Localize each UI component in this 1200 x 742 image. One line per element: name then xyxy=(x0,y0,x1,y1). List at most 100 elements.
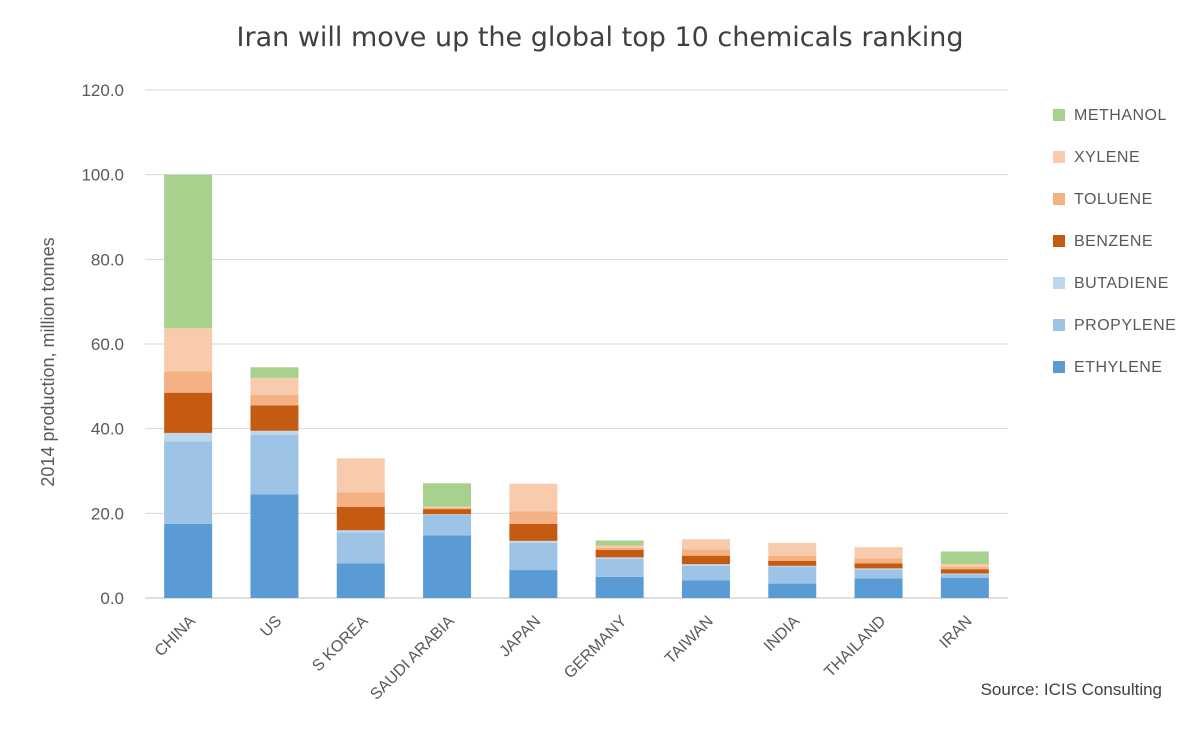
bar-segment xyxy=(250,405,299,431)
y-tick-label: 0.0 xyxy=(100,589,124,608)
bar-segment xyxy=(509,542,558,571)
bar-segment xyxy=(336,458,385,493)
bar-segment xyxy=(250,435,299,495)
bar-segment xyxy=(164,432,213,442)
x-tick-label: THAILAND xyxy=(821,613,889,681)
bar-segment xyxy=(940,551,989,565)
legend-swatch xyxy=(1053,319,1065,331)
bar-segment xyxy=(164,328,213,372)
y-tick-label: 100.0 xyxy=(81,166,124,185)
bar-segment xyxy=(940,566,989,570)
x-tick-label: JAPAN xyxy=(497,613,545,661)
x-tick-label: CHINA xyxy=(152,613,199,660)
bar-segment xyxy=(164,371,213,393)
bar-segment xyxy=(595,559,644,577)
x-tick-label: GERMANY xyxy=(561,613,630,682)
bar-segment xyxy=(595,540,644,546)
bar-segment xyxy=(336,563,385,598)
bar-segment xyxy=(336,492,385,507)
legend-label: PROPYLENE xyxy=(1074,317,1176,334)
bar-segment xyxy=(423,509,472,515)
bar-segment xyxy=(681,564,730,566)
bar-segment xyxy=(250,494,299,598)
bar-segment xyxy=(940,574,989,578)
y-tick-label: 120.0 xyxy=(81,81,124,100)
x-tick-label: IRAN xyxy=(937,613,976,652)
y-axis-ticks: 0.0 20.0 40.0 60.0 80.0 100.0 120.0 xyxy=(81,81,124,608)
bar-segment xyxy=(940,577,989,598)
x-tick-label: TAIWAN xyxy=(662,613,717,668)
bar-segment xyxy=(940,564,989,567)
y-tick-label: 60.0 xyxy=(91,335,124,354)
bar-segment xyxy=(509,511,558,524)
bar-segment xyxy=(854,563,903,569)
bar-segment xyxy=(595,547,644,550)
bar-segment xyxy=(423,483,472,507)
legend: METHANOL XYLENE TOLUENE BENZENE BUTADIENE PRO… xyxy=(1053,107,1176,376)
y-axis-label: 2014 production, million tonnes xyxy=(38,237,58,486)
bar-segment xyxy=(250,430,299,436)
bar-segment xyxy=(164,174,213,329)
legend-label: TOLUENE xyxy=(1074,191,1153,208)
legend-label: BENZENE xyxy=(1074,233,1153,250)
bar-segment xyxy=(854,568,903,570)
bar-segment xyxy=(250,377,299,395)
legend-label: XYLENE xyxy=(1074,149,1140,166)
bar-segment xyxy=(423,515,472,536)
bar-segment xyxy=(595,557,644,560)
bar-segment xyxy=(423,507,472,510)
bar-segment xyxy=(423,506,472,508)
x-tick-label: US xyxy=(258,613,286,641)
bar-segment xyxy=(940,569,989,574)
source-note: Source: ICIS Consulting xyxy=(980,680,1162,699)
x-tick-label: SAUDI ARABIA xyxy=(367,613,458,704)
bar-segment xyxy=(854,558,903,564)
legend-swatch xyxy=(1053,151,1065,163)
y-tick-label: 80.0 xyxy=(91,250,124,269)
bar-segment xyxy=(681,580,730,598)
bar-segment xyxy=(336,530,385,533)
legend-swatch xyxy=(1053,109,1065,121)
bar-segment xyxy=(509,540,558,543)
bar-segment xyxy=(768,565,817,567)
bar-segment xyxy=(768,566,817,584)
bar-segment xyxy=(768,542,817,556)
bar-segment xyxy=(164,523,213,598)
legend-swatch xyxy=(1053,277,1065,289)
bar-segment xyxy=(336,532,385,564)
legend-swatch xyxy=(1053,235,1065,247)
bar-segment xyxy=(164,392,213,433)
y-tick-label: 40.0 xyxy=(91,420,124,439)
bar-segment xyxy=(854,547,903,559)
bar-segment xyxy=(681,555,730,565)
bar-segment xyxy=(250,367,299,378)
bar-segment xyxy=(940,573,989,575)
bar-segment xyxy=(336,506,385,531)
bar-segment xyxy=(509,523,558,541)
legend-label: BUTADIENE xyxy=(1074,275,1169,292)
bar-segment xyxy=(681,539,730,550)
bar-segment xyxy=(681,565,730,581)
bar-segment xyxy=(768,583,817,598)
chart-title: Iran will move up the global top 10 chem… xyxy=(236,22,964,53)
bar-segment xyxy=(595,549,644,558)
bar-segment xyxy=(854,578,903,598)
bar-segment xyxy=(681,549,730,556)
bar-segment xyxy=(768,560,817,566)
x-tick-label: S KOREA xyxy=(309,613,372,676)
legend-swatch xyxy=(1053,361,1065,373)
bar-segment xyxy=(595,545,644,548)
bar-segment xyxy=(595,576,644,598)
bar-segment xyxy=(509,570,558,598)
bar-segment xyxy=(250,394,299,406)
legend-swatch xyxy=(1053,193,1065,205)
legend-label: METHANOL xyxy=(1074,107,1167,124)
x-tick-label: INDIA xyxy=(761,613,803,655)
bar-segment xyxy=(768,555,817,561)
legend-label: ETHYLENE xyxy=(1074,359,1162,376)
bar-segment xyxy=(423,535,472,598)
bar-segment xyxy=(423,514,472,516)
bar-segment xyxy=(509,483,558,512)
